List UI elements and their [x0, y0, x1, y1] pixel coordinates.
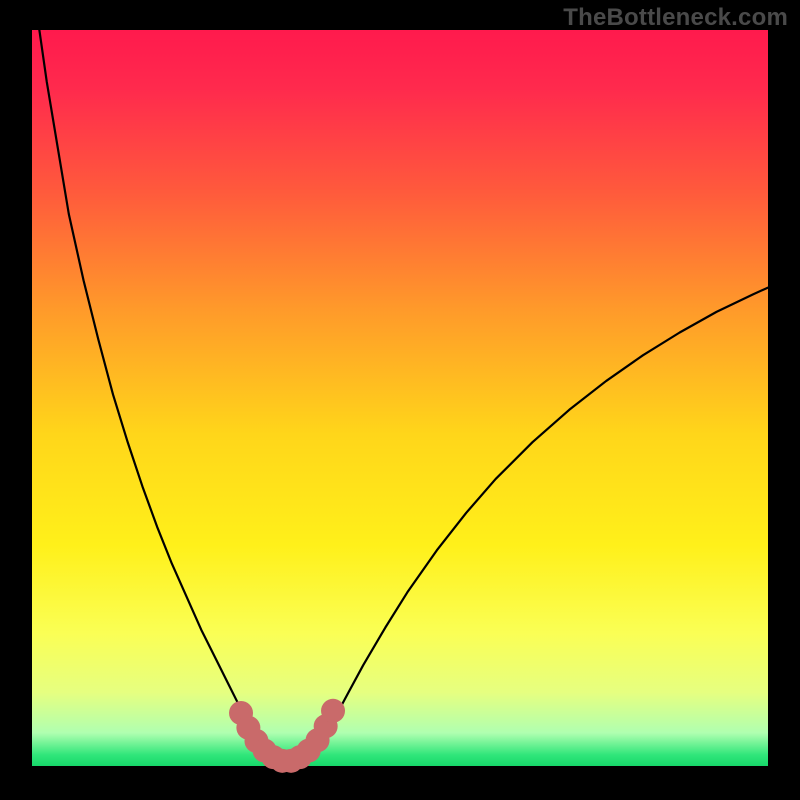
bottleneck-chart	[0, 0, 800, 800]
plot-background	[32, 30, 768, 766]
optimal-marker-dot	[321, 699, 345, 723]
chart-container: TheBottleneck.com	[0, 0, 800, 800]
watermark-text: TheBottleneck.com	[563, 4, 788, 32]
